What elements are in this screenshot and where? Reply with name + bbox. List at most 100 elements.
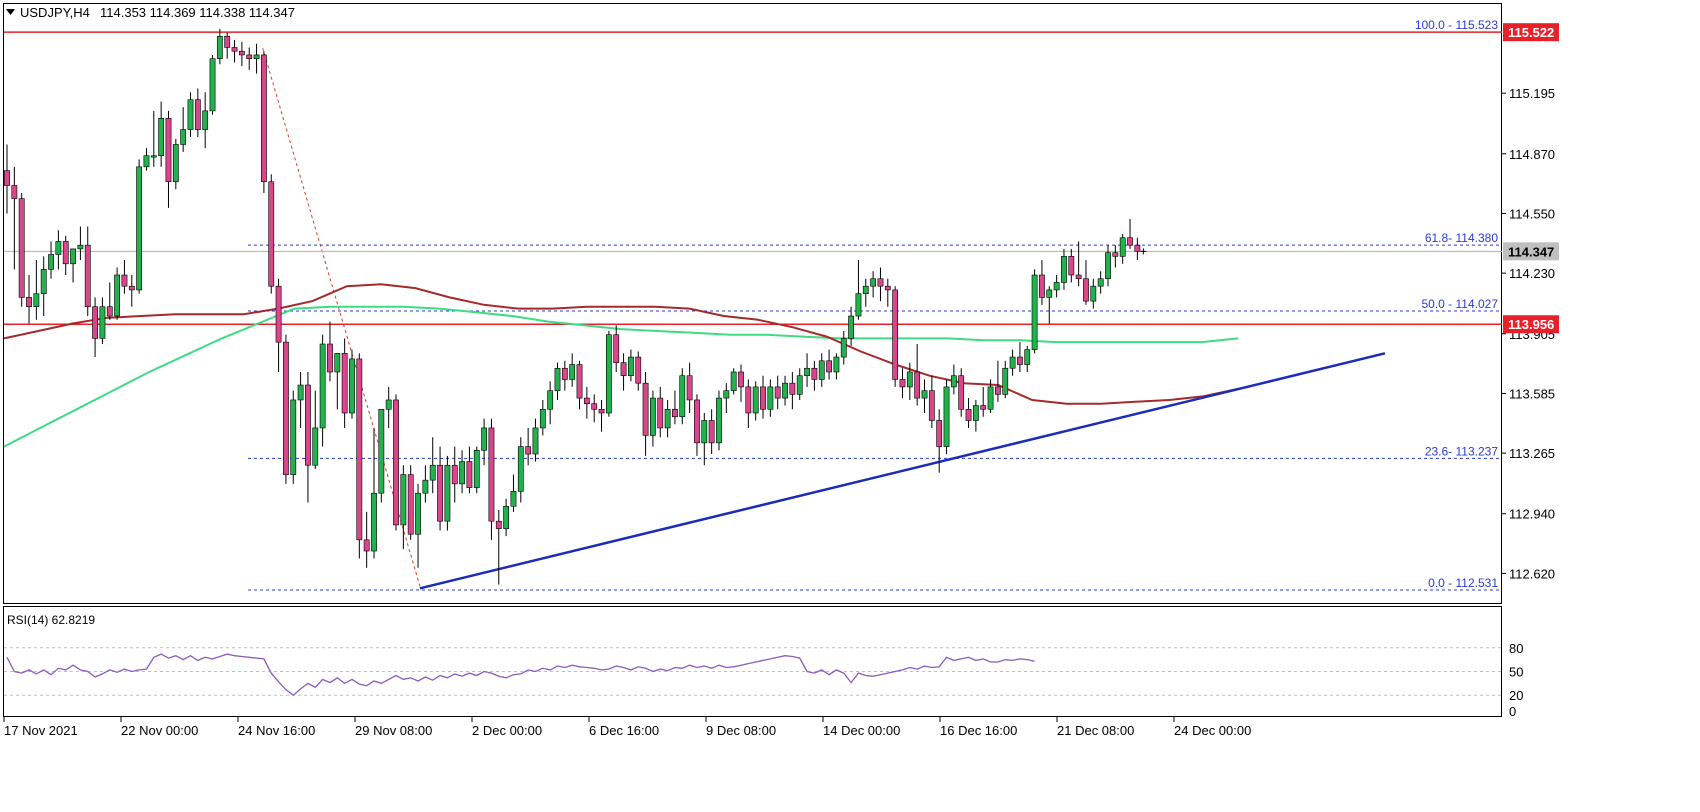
candle <box>752 381 759 421</box>
candle <box>642 371 649 456</box>
candle <box>202 92 209 149</box>
price-tick-label: 114.230 <box>1509 266 1555 281</box>
candles <box>4 28 1147 585</box>
candle <box>965 398 972 428</box>
candle-body <box>312 427 319 466</box>
candle <box>312 390 319 469</box>
candle-body <box>84 244 91 308</box>
candle <box>877 267 884 302</box>
candle-body <box>716 397 722 444</box>
candle <box>760 375 766 419</box>
candle-body <box>635 356 642 384</box>
candle-body <box>70 248 76 265</box>
candle <box>1053 275 1060 298</box>
candle-body <box>539 408 546 429</box>
candle-body <box>11 185 18 199</box>
candle <box>459 450 465 494</box>
candle-body <box>1053 282 1060 291</box>
candle-body <box>1046 289 1053 298</box>
candle <box>1083 260 1089 305</box>
rsi-panel-frame <box>3 606 1502 717</box>
candle-body <box>393 399 399 526</box>
candle-body <box>591 403 598 410</box>
candle-body <box>466 461 473 488</box>
candle-body <box>1105 252 1111 280</box>
candle-body <box>613 334 620 363</box>
candle <box>627 349 634 382</box>
candle <box>848 306 854 346</box>
candle <box>393 394 399 531</box>
candle <box>980 386 987 417</box>
price-tick-label: 113.265 <box>1509 446 1555 461</box>
candle <box>481 418 487 466</box>
candle-body <box>950 375 957 388</box>
price-tick-label: 112.620 <box>1509 566 1555 581</box>
candle <box>128 275 135 307</box>
candle-body <box>987 386 994 410</box>
candle <box>994 360 1001 402</box>
candle-body <box>833 356 840 373</box>
candle-body <box>363 539 370 552</box>
candle <box>987 379 994 414</box>
candle-body <box>642 382 649 436</box>
candle <box>4 144 10 214</box>
chevron-down-icon[interactable] <box>6 9 15 15</box>
candle <box>833 353 840 380</box>
candle-body <box>503 505 510 529</box>
candle-body <box>106 306 113 317</box>
candle-body <box>1009 356 1016 369</box>
candle-body <box>55 241 62 255</box>
candle <box>180 107 187 152</box>
candle <box>840 330 847 365</box>
candle-body <box>327 343 333 373</box>
candle <box>18 192 25 307</box>
crosshair-marker-icon <box>1140 248 1147 255</box>
candle <box>451 446 458 503</box>
candle-body <box>165 118 172 183</box>
candle <box>1009 349 1016 376</box>
candle <box>444 455 451 531</box>
ma-red-line <box>3 283 1239 405</box>
candle <box>774 375 781 410</box>
candle <box>334 353 341 410</box>
candle-body <box>1134 244 1141 252</box>
candle <box>268 174 275 294</box>
candle-body <box>826 360 832 373</box>
candle-body <box>187 99 194 130</box>
candle <box>899 368 906 399</box>
candle <box>745 379 752 428</box>
support-price-box <box>1503 315 1559 334</box>
price-tick-label: 114.550 <box>1509 206 1555 221</box>
candle <box>950 364 957 395</box>
support-price-box-text: 113.956 <box>1508 317 1554 332</box>
candle-body <box>855 293 862 317</box>
candle <box>305 371 311 503</box>
time-tick-label: 29 Nov 08:00 <box>355 723 432 738</box>
current-price-box <box>1503 242 1559 261</box>
candle <box>99 297 106 345</box>
candle-body <box>906 371 913 388</box>
candle <box>136 159 143 294</box>
candle-body <box>224 35 231 48</box>
rsi-line <box>6 653 1035 697</box>
candle-body <box>305 384 311 466</box>
candle-body <box>965 408 972 421</box>
candle-body <box>994 386 1001 395</box>
candle-body <box>921 390 928 399</box>
candle-body <box>385 399 392 410</box>
candle-body <box>422 479 429 494</box>
candle <box>1017 342 1023 372</box>
candle <box>70 248 76 283</box>
candle-body <box>928 390 935 421</box>
candle <box>591 394 598 423</box>
candle <box>385 386 392 428</box>
candle <box>547 381 554 425</box>
candle <box>789 371 796 410</box>
fib-level-label: 23.6- 113.237 <box>1425 444 1498 458</box>
candle-body <box>554 367 561 391</box>
time-tick-label: 16 Dec 16:00 <box>940 723 1017 738</box>
fibonacci-anchor-line <box>261 45 421 587</box>
rsi-level-label: 20 <box>1509 688 1523 703</box>
fib-level-label: 50.0 - 114.027 <box>1421 297 1498 311</box>
